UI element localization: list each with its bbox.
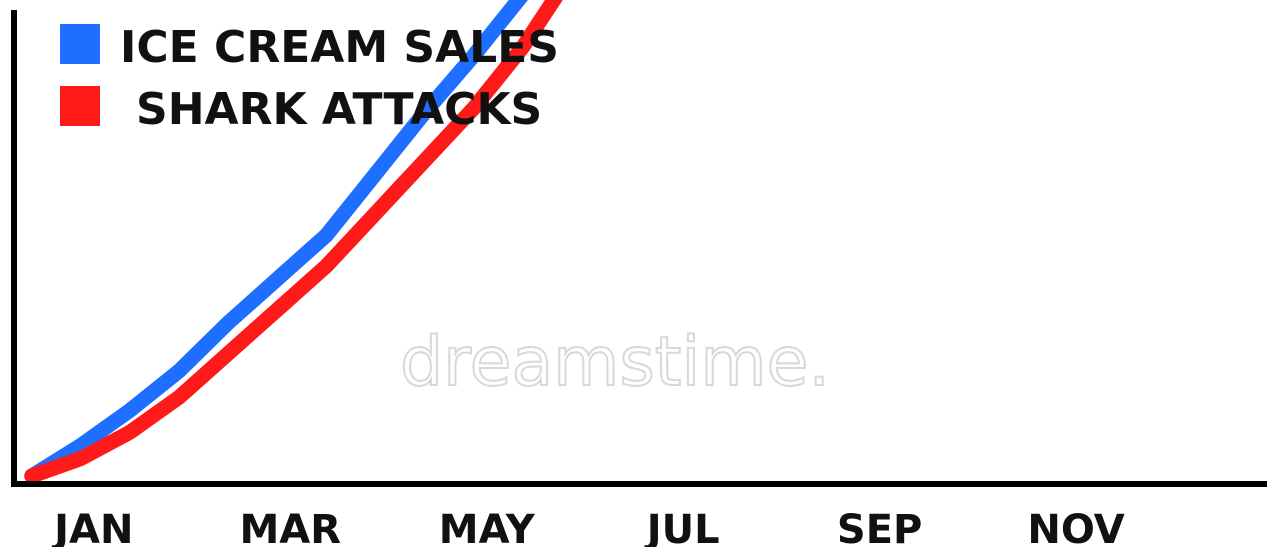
x-tick-label: MAY bbox=[439, 507, 536, 547]
legend-swatch-1 bbox=[60, 24, 100, 64]
legend-swatch-2 bbox=[60, 86, 100, 126]
series-line-1 bbox=[24, 0, 528, 484]
x-tick-label: SEP bbox=[837, 507, 922, 547]
x-tick-label: JUL bbox=[644, 507, 720, 547]
x-tick-labels: JAN MAR MAY JUL SEP NOV bbox=[51, 507, 1125, 547]
x-tick-label: MAR bbox=[239, 507, 341, 547]
legend-label-1: ICE CREAM SALES bbox=[120, 22, 559, 73]
legend-label-2: SHARK ATTACKS bbox=[136, 84, 542, 135]
watermark-text: dreamstime. bbox=[400, 323, 830, 402]
legend: ICE CREAM SALES SHARK ATTACKS bbox=[60, 22, 559, 135]
x-tick-label: NOV bbox=[1027, 507, 1124, 547]
x-tick-label: JAN bbox=[51, 507, 133, 547]
series-line-2 bbox=[24, 0, 563, 484]
series-layer bbox=[24, 0, 563, 484]
